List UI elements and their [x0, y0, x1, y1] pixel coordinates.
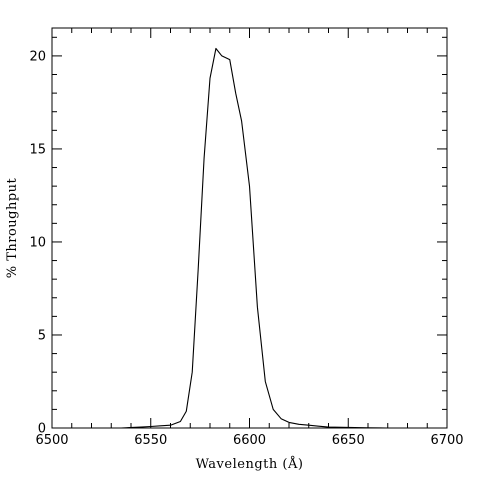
throughput-line [121, 47, 388, 429]
tick-labels: 6500 6550 6600 6650 6700 0 5 10 15 20 [29, 49, 463, 448]
y-tick-label: 0 [38, 422, 46, 437]
y-tick-label: 5 [38, 328, 46, 343]
plot-frame [51, 27, 448, 429]
x-tick-label: 6600 [233, 433, 266, 448]
x-tick-label: 6650 [332, 433, 365, 448]
x-tick-label: 6550 [134, 433, 167, 448]
series-layer [121, 47, 388, 429]
x-tick-label: 6500 [35, 433, 68, 448]
y-tick-label: 15 [29, 142, 46, 157]
y-tick-label: 10 [29, 235, 46, 250]
y-axis-label: % Throughput [5, 177, 20, 278]
y-tick-label: 20 [29, 49, 46, 64]
x-axis-label: Wavelength (Å) [196, 456, 304, 472]
x-tick-label: 6700 [430, 433, 463, 448]
axis-ticks [51, 28, 448, 429]
